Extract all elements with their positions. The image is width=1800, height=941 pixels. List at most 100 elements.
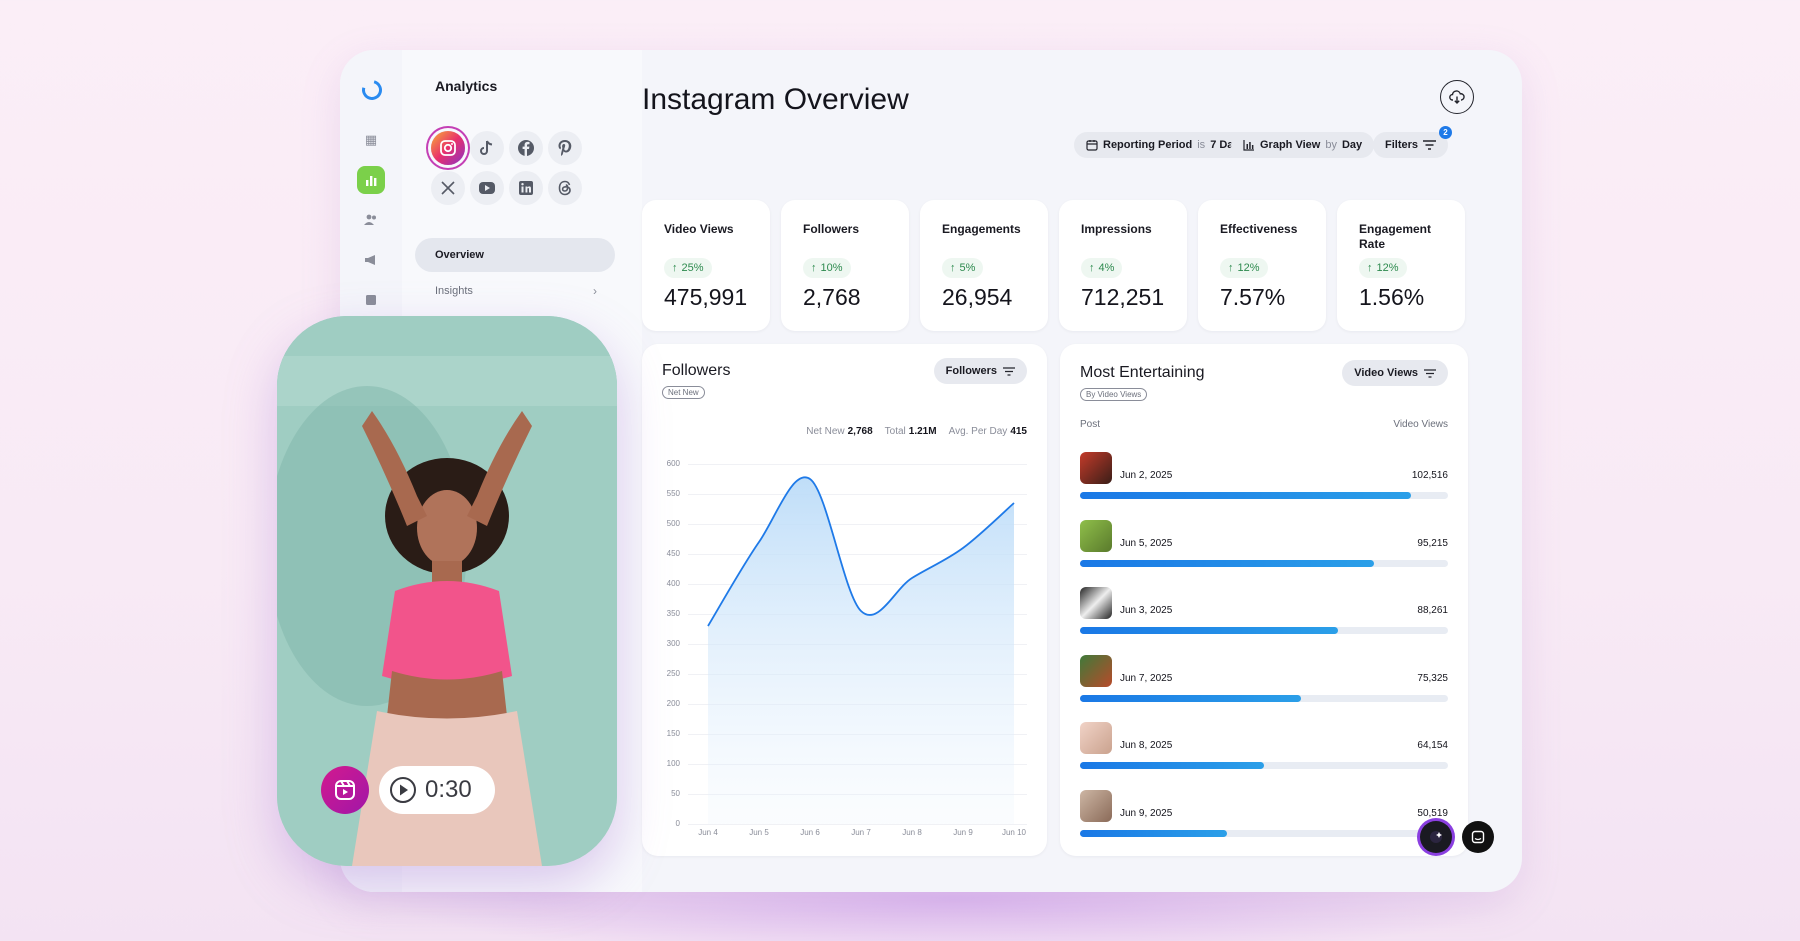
- reel-preview[interactable]: 0:30: [277, 316, 617, 866]
- views-bar: [1080, 492, 1448, 499]
- graph-view-button[interactable]: Graph View by Day: [1231, 132, 1375, 158]
- post-row[interactable]: Jun 3, 2025 88,261: [1080, 587, 1448, 637]
- kpi-change: ↑ 4%: [1081, 258, 1123, 278]
- kpi-change-value: 12%: [1237, 262, 1260, 274]
- kpi-card-followers[interactable]: Followers ↑ 10% 2,768: [781, 200, 909, 331]
- filter-icon: [1424, 368, 1436, 378]
- chat-icon[interactable]: [1462, 821, 1494, 853]
- y-tick-label: 550: [666, 489, 680, 498]
- post-date: Jun 9, 2025: [1120, 807, 1173, 819]
- kpi-card-impressions[interactable]: Impressions ↑ 4% 712,251: [1059, 200, 1187, 331]
- post-row[interactable]: Jun 8, 2025 64,154: [1080, 722, 1448, 772]
- stat-value: 2,768: [847, 426, 873, 437]
- kpi-change-value: 4%: [1098, 262, 1115, 274]
- kpi-card-effectiveness[interactable]: Effectiveness ↑ 12% 7.57%: [1198, 200, 1326, 331]
- post-thumbnail: [1080, 722, 1112, 754]
- document-icon[interactable]: [357, 286, 385, 314]
- reporting-is: is: [1197, 139, 1206, 151]
- kpi-label: Engagement Rate: [1359, 222, 1432, 251]
- x-icon[interactable]: [431, 171, 465, 205]
- bar-chart-icon[interactable]: [357, 166, 385, 194]
- dropdown-label: Followers: [945, 365, 997, 377]
- post-row[interactable]: Jun 9, 2025 50,519: [1080, 789, 1448, 840]
- filter-icon: [1423, 140, 1437, 150]
- views-bar-fill: [1080, 694, 1301, 702]
- reel-duration: 0:30: [425, 776, 472, 803]
- grid-line: [688, 584, 1027, 585]
- kpi-change-value: 10%: [820, 262, 843, 274]
- post-thumbnail: [1080, 587, 1112, 619]
- graph-by: by: [1325, 139, 1337, 151]
- views-bar: [1080, 627, 1448, 634]
- y-tick-label: 200: [666, 699, 680, 708]
- kpi-card-video-views[interactable]: Video Views ↑ 25% 475,991: [642, 200, 770, 331]
- kpi-card-engagements[interactable]: Engagements ↑ 5% 26,954: [920, 200, 1048, 331]
- calendar-icon: [1086, 140, 1098, 151]
- post-thumbnail: [1080, 654, 1112, 687]
- kpi-label: Effectiveness: [1220, 222, 1298, 236]
- reels-icon: [321, 766, 369, 814]
- kpi-change: ↑ 12%: [1220, 258, 1268, 278]
- nav-item-overview[interactable]: Overview: [415, 238, 615, 272]
- y-tick-label: 600: [666, 459, 680, 468]
- post-row[interactable]: Jun 7, 2025 75,325: [1080, 654, 1448, 705]
- post-views: 102,516: [1411, 470, 1448, 481]
- arrow-up-icon: ↑: [1089, 262, 1095, 274]
- filters-button[interactable]: Filters 2: [1373, 126, 1453, 158]
- grid-line: [688, 464, 1027, 465]
- area-fill: [708, 477, 1014, 824]
- y-tick-label: 50: [671, 789, 680, 798]
- x-tick-label: Jun 5: [749, 828, 769, 837]
- megaphone-icon[interactable]: [357, 246, 385, 274]
- graph-value: Day: [1341, 139, 1363, 151]
- bar-graph-icon: [1243, 140, 1254, 151]
- kpi-change: ↑ 25%: [664, 258, 712, 278]
- post-thumbnail: [1080, 452, 1112, 484]
- stat-label: Total: [884, 426, 906, 437]
- nav-item-insights[interactable]: Insights ›: [415, 274, 615, 308]
- followers-dropdown[interactable]: Followers: [933, 358, 1027, 384]
- linkedin-icon[interactable]: [509, 171, 543, 205]
- kpi-card-engagement-rate[interactable]: Engagement Rate ↑ 12% 1.56%: [1337, 200, 1465, 331]
- app-logo[interactable]: [358, 76, 386, 104]
- filters-label: Filters: [1385, 139, 1419, 151]
- tiktok-icon[interactable]: [470, 131, 504, 165]
- post-views: 64,154: [1417, 740, 1448, 751]
- views-bar: [1080, 829, 1448, 837]
- post-date: Jun 2, 2025: [1120, 470, 1173, 481]
- cloud-download-button[interactable]: [1440, 80, 1474, 114]
- stat-total: Total 1.21M: [885, 426, 937, 437]
- arrow-up-icon: ↑: [950, 262, 956, 274]
- kpi-change-value: 12%: [1376, 262, 1399, 274]
- stat-value: 415: [1010, 426, 1027, 437]
- kpi-change-value: 5%: [959, 262, 976, 274]
- grid-line: [688, 494, 1027, 495]
- post-thumbnail: [1080, 519, 1112, 552]
- stat-label: Net New: [806, 426, 845, 437]
- post-views: 75,325: [1417, 672, 1448, 684]
- y-tick-label: 300: [666, 639, 680, 648]
- stat-avg: Avg. Per Day 415: [949, 426, 1027, 437]
- x-tick-label: Jun 10: [1001, 828, 1027, 837]
- play-button[interactable]: 0:30: [379, 766, 495, 814]
- threads-icon[interactable]: [548, 171, 582, 205]
- card-tag: Net New: [662, 386, 705, 399]
- kpi-value: 475,991: [664, 284, 748, 310]
- y-tick-label: 500: [666, 519, 680, 528]
- sidebar-title: Analytics: [435, 78, 498, 94]
- dashboard-icon[interactable]: ▦: [364, 132, 378, 147]
- users-icon[interactable]: [357, 206, 385, 234]
- arrow-up-icon: ↑: [811, 262, 817, 274]
- youtube-icon[interactable]: [470, 171, 504, 205]
- pinterest-icon[interactable]: [548, 131, 582, 165]
- x-tick-label: Jun 9: [953, 828, 973, 837]
- reporting-period-button[interactable]: Reporting Period is 7 Days: [1074, 132, 1258, 158]
- instagram-icon[interactable]: [431, 131, 465, 165]
- assistant-icon[interactable]: [1420, 821, 1452, 853]
- post-row[interactable]: Jun 2, 2025 102,516: [1080, 452, 1448, 502]
- post-row[interactable]: Jun 5, 2025 95,215: [1080, 519, 1448, 570]
- video-views-dropdown[interactable]: Video Views: [1342, 360, 1448, 386]
- filter-icon: [1003, 366, 1015, 376]
- kpi-change: ↑ 10%: [803, 258, 851, 278]
- facebook-icon[interactable]: [509, 131, 543, 165]
